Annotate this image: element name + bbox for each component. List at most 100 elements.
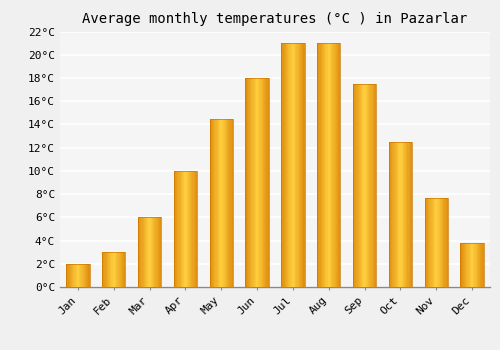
Bar bbox=[410, 142, 411, 287]
Bar bbox=[282, 43, 304, 287]
Bar bbox=[210, 119, 233, 287]
Bar bbox=[266, 78, 268, 287]
Bar bbox=[362, 84, 364, 287]
Bar bbox=[186, 171, 188, 287]
Bar bbox=[114, 252, 115, 287]
Bar bbox=[389, 142, 412, 287]
Bar bbox=[473, 243, 474, 287]
Bar bbox=[138, 217, 139, 287]
Bar bbox=[360, 84, 361, 287]
Bar bbox=[211, 119, 212, 287]
Bar bbox=[320, 43, 322, 287]
Bar bbox=[339, 43, 340, 287]
Bar bbox=[428, 197, 430, 287]
Bar bbox=[156, 217, 158, 287]
Bar bbox=[213, 119, 214, 287]
Bar bbox=[232, 119, 233, 287]
Bar bbox=[257, 78, 258, 287]
Bar bbox=[400, 142, 402, 287]
Bar bbox=[462, 243, 463, 287]
Bar bbox=[184, 171, 186, 287]
Bar bbox=[189, 171, 190, 287]
Bar bbox=[398, 142, 400, 287]
Bar bbox=[317, 43, 318, 287]
Bar bbox=[263, 78, 264, 287]
Bar bbox=[322, 43, 323, 287]
Bar bbox=[210, 119, 211, 287]
Bar bbox=[190, 171, 191, 287]
Bar bbox=[174, 171, 175, 287]
Bar bbox=[353, 84, 354, 287]
Bar bbox=[254, 78, 255, 287]
Bar bbox=[86, 264, 87, 287]
Bar bbox=[77, 264, 78, 287]
Bar bbox=[440, 197, 441, 287]
Bar bbox=[397, 142, 398, 287]
Bar bbox=[220, 119, 221, 287]
Bar bbox=[394, 142, 396, 287]
Bar bbox=[402, 142, 404, 287]
Bar bbox=[150, 217, 152, 287]
Bar bbox=[432, 197, 433, 287]
Bar bbox=[191, 171, 192, 287]
Bar bbox=[182, 171, 183, 287]
Bar bbox=[258, 78, 260, 287]
Bar bbox=[80, 264, 82, 287]
Bar bbox=[411, 142, 412, 287]
Bar bbox=[359, 84, 360, 287]
Bar bbox=[176, 171, 178, 287]
Bar bbox=[474, 243, 476, 287]
Bar bbox=[435, 197, 436, 287]
Bar bbox=[364, 84, 366, 287]
Bar bbox=[115, 252, 116, 287]
Bar bbox=[117, 252, 118, 287]
Bar bbox=[301, 43, 302, 287]
Bar bbox=[116, 252, 117, 287]
Bar bbox=[82, 264, 84, 287]
Bar bbox=[465, 243, 466, 287]
Bar bbox=[146, 217, 148, 287]
Bar bbox=[476, 243, 478, 287]
Bar bbox=[404, 142, 405, 287]
Bar bbox=[250, 78, 252, 287]
Bar bbox=[408, 142, 410, 287]
Bar bbox=[324, 43, 326, 287]
Bar bbox=[334, 43, 336, 287]
Bar bbox=[444, 197, 446, 287]
Bar bbox=[366, 84, 367, 287]
Bar bbox=[332, 43, 334, 287]
Bar bbox=[85, 264, 86, 287]
Bar bbox=[262, 78, 263, 287]
Bar bbox=[293, 43, 294, 287]
Bar bbox=[424, 197, 448, 287]
Bar bbox=[369, 84, 370, 287]
Bar bbox=[249, 78, 250, 287]
Bar bbox=[123, 252, 124, 287]
Bar bbox=[192, 171, 194, 287]
Bar bbox=[183, 171, 184, 287]
Bar bbox=[255, 78, 256, 287]
Bar bbox=[405, 142, 406, 287]
Bar bbox=[104, 252, 106, 287]
Bar bbox=[374, 84, 375, 287]
Bar bbox=[337, 43, 338, 287]
Bar bbox=[375, 84, 376, 287]
Bar bbox=[87, 264, 88, 287]
Bar bbox=[222, 119, 224, 287]
Bar bbox=[148, 217, 150, 287]
Bar bbox=[464, 243, 465, 287]
Bar bbox=[214, 119, 216, 287]
Bar bbox=[390, 142, 391, 287]
Bar bbox=[226, 119, 227, 287]
Bar bbox=[212, 119, 213, 287]
Bar bbox=[246, 78, 268, 287]
Bar bbox=[153, 217, 154, 287]
Bar bbox=[76, 264, 77, 287]
Bar bbox=[298, 43, 300, 287]
Bar bbox=[361, 84, 362, 287]
Bar bbox=[284, 43, 285, 287]
Bar bbox=[154, 217, 156, 287]
Bar bbox=[88, 264, 90, 287]
Bar bbox=[221, 119, 222, 287]
Bar bbox=[124, 252, 126, 287]
